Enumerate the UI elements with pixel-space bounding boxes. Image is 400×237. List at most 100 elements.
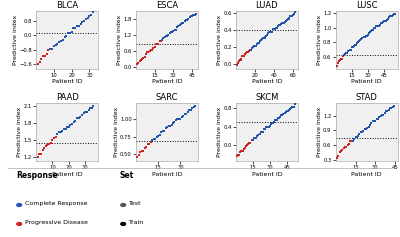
- Title: LUAD: LUAD: [256, 1, 278, 10]
- Y-axis label: Predictive index: Predictive index: [217, 14, 222, 65]
- Point: [372, 26, 379, 30]
- Point: [179, 21, 185, 25]
- Point: [366, 125, 372, 128]
- Point: [86, 14, 93, 18]
- Point: [366, 32, 372, 35]
- Point: [287, 108, 293, 111]
- Point: [277, 115, 283, 119]
- Point: [190, 14, 196, 17]
- Point: [54, 42, 60, 46]
- Point: [256, 40, 263, 43]
- Point: [143, 145, 150, 149]
- Point: [174, 117, 181, 121]
- Point: [367, 123, 373, 127]
- Point: [373, 24, 380, 28]
- Point: [253, 44, 259, 48]
- Point: [150, 137, 157, 141]
- Point: [191, 13, 198, 17]
- Point: [240, 54, 247, 58]
- Point: [274, 26, 280, 30]
- Point: [360, 35, 367, 39]
- Point: [248, 138, 255, 142]
- Point: [277, 23, 283, 27]
- Point: [264, 125, 271, 129]
- Point: [140, 56, 146, 60]
- Text: Progressive Disease: Progressive Disease: [25, 220, 88, 225]
- Point: [369, 28, 375, 32]
- Point: [56, 40, 62, 44]
- Point: [262, 35, 269, 39]
- Point: [236, 58, 243, 62]
- Point: [134, 63, 140, 66]
- Point: [173, 28, 179, 32]
- Point: [380, 20, 386, 23]
- Point: [243, 145, 249, 148]
- Point: [255, 133, 262, 137]
- Point: [376, 115, 383, 119]
- Point: [362, 35, 368, 39]
- Point: [336, 59, 342, 63]
- Point: [170, 121, 176, 124]
- Point: [151, 45, 158, 49]
- Point: [135, 62, 142, 65]
- Point: [148, 48, 154, 52]
- Point: [80, 111, 87, 114]
- Point: [276, 23, 282, 27]
- Point: [263, 126, 270, 129]
- Point: [252, 136, 258, 140]
- Point: [182, 112, 188, 116]
- Point: [268, 122, 274, 126]
- Point: [334, 61, 341, 64]
- Point: [350, 45, 356, 49]
- Title: SARC: SARC: [156, 94, 178, 102]
- Point: [56, 131, 62, 134]
- Point: [62, 127, 69, 131]
- Point: [144, 143, 151, 146]
- Point: [36, 153, 42, 156]
- Y-axis label: Predictive index: Predictive index: [217, 107, 222, 157]
- Point: [52, 43, 59, 47]
- Point: [90, 10, 96, 14]
- Point: [164, 34, 170, 38]
- Point: [38, 57, 44, 61]
- Point: [192, 12, 199, 16]
- Point: [38, 152, 44, 155]
- Point: [165, 33, 172, 37]
- Point: [137, 150, 144, 153]
- Point: [260, 36, 267, 40]
- Point: [289, 105, 296, 109]
- Point: [168, 123, 175, 127]
- Point: [246, 141, 252, 145]
- Point: [286, 16, 293, 19]
- Point: [280, 21, 286, 24]
- Point: [370, 28, 376, 32]
- Point: [260, 130, 266, 134]
- Point: [171, 120, 178, 124]
- Point: [355, 40, 361, 44]
- Point: [371, 27, 378, 30]
- Point: [49, 47, 55, 50]
- Point: [173, 118, 179, 122]
- Y-axis label: Predictive index: Predictive index: [13, 14, 18, 65]
- Point: [36, 60, 43, 64]
- X-axis label: Patient ID: Patient ID: [352, 172, 382, 177]
- Point: [63, 34, 70, 38]
- Point: [282, 19, 289, 23]
- Text: Response: Response: [16, 171, 58, 180]
- Point: [348, 48, 354, 52]
- Point: [251, 137, 257, 140]
- Point: [148, 141, 154, 144]
- Point: [49, 138, 56, 142]
- Point: [279, 21, 285, 25]
- Point: [269, 121, 275, 125]
- Point: [261, 127, 267, 131]
- Point: [282, 20, 288, 24]
- Point: [178, 22, 184, 26]
- Point: [155, 42, 162, 46]
- Point: [140, 149, 146, 153]
- Point: [371, 119, 377, 123]
- Point: [142, 146, 148, 150]
- Point: [262, 127, 268, 131]
- Point: [374, 118, 380, 121]
- Point: [279, 113, 286, 117]
